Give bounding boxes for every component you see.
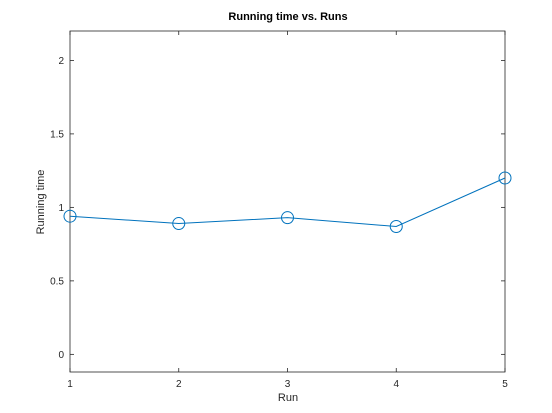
y-tick-label: 0 <box>58 350 64 361</box>
x-axis-ticks: 1 2 3 4 5 <box>67 31 508 390</box>
data-point-marker <box>498 171 512 185</box>
x-axis-label: Run <box>278 392 298 404</box>
data-point-marker <box>63 209 77 223</box>
chart-title: Running time vs. Runs <box>228 11 347 23</box>
y-tick-label: 1.5 <box>50 129 64 140</box>
y-axis-label: Running time <box>35 170 47 235</box>
x-tick-label: 2 <box>176 379 182 390</box>
data-series <box>63 171 512 233</box>
x-tick-label: 5 <box>502 379 508 390</box>
series-line <box>69 177 506 227</box>
data-point-marker <box>281 211 294 225</box>
y-tick-label: 2 <box>58 56 64 67</box>
data-point-marker <box>172 217 186 231</box>
y-tick-label: 1 <box>58 203 64 214</box>
x-tick-label: 3 <box>285 379 291 390</box>
x-tick-label: 1 <box>67 379 73 390</box>
data-point-marker <box>389 219 403 233</box>
x-tick-label: 4 <box>393 379 399 390</box>
y-axis-ticks: 0 0.5 1 1.5 2 <box>50 56 505 361</box>
y-tick-label: 0.5 <box>50 276 64 287</box>
